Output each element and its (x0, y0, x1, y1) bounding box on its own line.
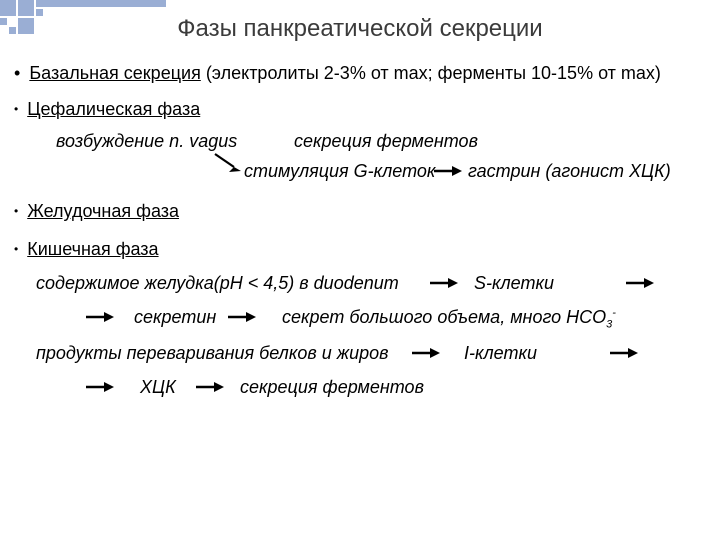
intestinal-r4a: ХЦК (140, 374, 176, 400)
arrow-icon (212, 152, 242, 168)
intestinal-row3: продукты переваривания белков и жиров I-… (14, 340, 706, 374)
bullet-gastric: • Желудочная фаза (14, 198, 706, 224)
intestinal-r3b: I-клетки (464, 340, 537, 366)
intestinal-r1b: S-клетки (474, 270, 554, 296)
bullet-marker: • (14, 241, 18, 258)
arrow-icon (432, 164, 462, 180)
cephalic-row2: стимуляция G-клеток гастрин (агонист ХЦК… (14, 158, 706, 194)
gastric-head: Желудочная фаза (27, 201, 179, 221)
bullet-marker: • (14, 203, 18, 220)
arrow-icon (84, 380, 114, 396)
arrow-icon (84, 310, 114, 326)
intestinal-r4b: секреция ферментов (240, 374, 424, 400)
intestinal-r1a: содержимое желудка(рН < 4,5) в duodenum (36, 270, 399, 296)
cephalic-row1: возбуждение n. vagus секреция ферментов (14, 128, 706, 158)
intestinal-r2a: секретин (134, 304, 216, 330)
slide-title: Фазы панкреатической секреции (0, 15, 720, 43)
bullet-cephalic: • Цефалическая фаза (14, 96, 706, 122)
bullet-intestinal: • Кишечная фаза (14, 236, 706, 262)
arrow-icon (428, 276, 458, 292)
intestinal-row1: содержимое желудка(рН < 4,5) в duodenum … (14, 270, 706, 304)
intestinal-row2: секретин секрет большого объема, много H… (14, 304, 706, 340)
arrow-icon (410, 346, 440, 362)
basal-tail: (электролиты 2-3% от max; ферменты 10-15… (201, 63, 661, 83)
bullet-marker: • (14, 101, 18, 118)
arrow-icon (608, 346, 638, 362)
cephalic-head: Цефалическая фаза (27, 99, 200, 119)
cephalic-r2b: гастрин (агонист ХЦК) (468, 158, 671, 184)
cephalic-r1b: секреция ферментов (294, 128, 478, 154)
arrow-icon (226, 310, 256, 326)
cephalic-r1a: возбуждение n. vagus (56, 128, 237, 154)
slide-content: • Базальная секреция (электролиты 2-3% о… (14, 60, 706, 408)
cephalic-r2a: стимуляция G-клеток (244, 158, 435, 184)
arrow-icon (624, 276, 654, 292)
intestinal-row4: ХЦК секреция ферментов (14, 374, 706, 408)
bullet-basal: • Базальная секреция (электролиты 2-3% о… (14, 60, 706, 86)
intestinal-head: Кишечная фаза (27, 239, 158, 259)
intestinal-r2b: секрет большого объема, много HCO3- (282, 304, 616, 334)
bullet-marker: • (14, 60, 20, 86)
basal-head: Базальная секреция (29, 63, 200, 83)
arrow-icon (194, 380, 224, 396)
intestinal-r3a: продукты переваривания белков и жиров (36, 340, 389, 366)
